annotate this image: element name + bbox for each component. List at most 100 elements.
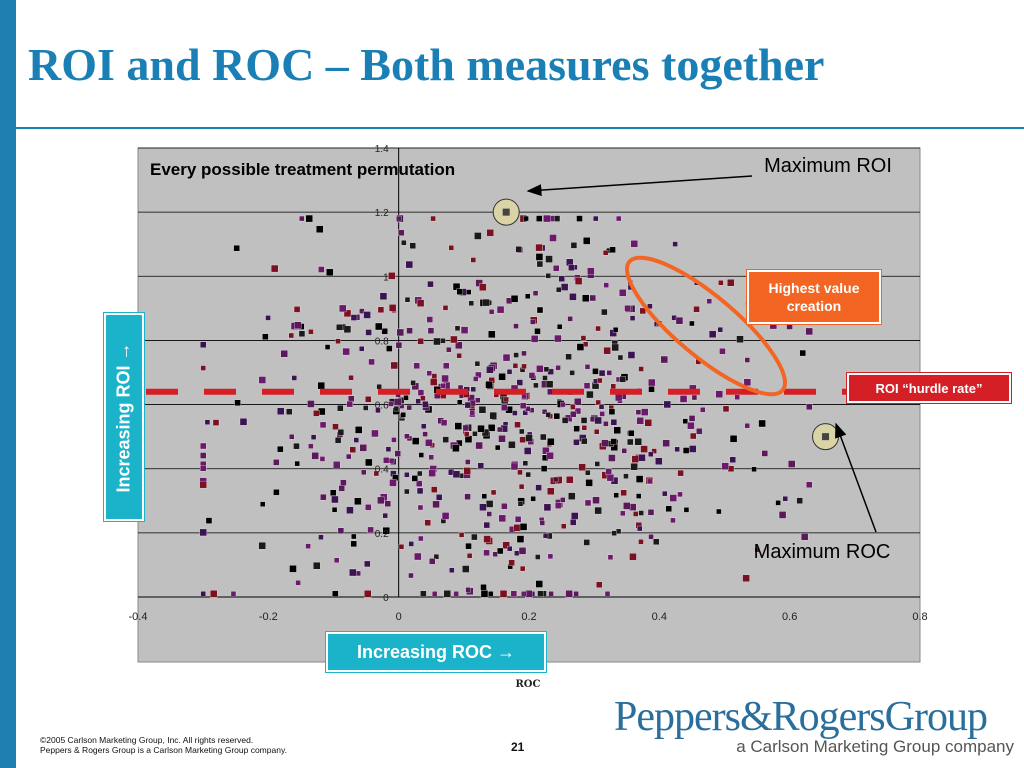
scatter-point — [715, 390, 723, 398]
scatter-point — [464, 493, 471, 500]
scatter-point — [696, 428, 703, 435]
scatter-point — [599, 411, 605, 417]
scatter-point — [521, 591, 527, 597]
scatter-point — [415, 480, 423, 487]
scatter-point — [648, 378, 656, 387]
footer-line-1: ©2005 Carlson Marketing Group, Inc. All … — [40, 735, 254, 745]
scatter-point — [342, 347, 350, 356]
scatter-point — [482, 298, 490, 307]
scatter-point — [388, 457, 395, 464]
scatter-point — [677, 469, 684, 477]
scatter-point — [452, 470, 461, 478]
scatter-point — [472, 431, 478, 437]
scatter-point — [734, 394, 740, 400]
scatter-point — [604, 591, 611, 597]
scatter-point — [548, 591, 554, 597]
scatter-point — [348, 375, 354, 381]
scatter-point — [522, 460, 529, 466]
scatter-point — [466, 553, 473, 559]
scatter-point — [543, 366, 550, 373]
scatter-point — [471, 533, 478, 541]
scatter-point — [320, 493, 327, 501]
scatter-point — [648, 451, 654, 457]
scatter-point — [558, 275, 565, 282]
scatter-point — [721, 462, 729, 470]
scatter-point — [636, 417, 644, 425]
scatter-point — [775, 500, 781, 506]
scatter-point — [517, 501, 524, 507]
scatter-point — [258, 376, 267, 384]
scatter-point — [496, 305, 505, 314]
scatter-point — [541, 409, 548, 415]
scatter-point — [525, 293, 531, 299]
scatter-point — [805, 327, 813, 336]
scatter-point — [663, 400, 672, 409]
scatter-point — [338, 485, 345, 492]
scatter-point — [708, 330, 717, 338]
scatter-point — [449, 567, 455, 573]
scatter-point — [662, 490, 668, 497]
scatter-point — [518, 483, 525, 490]
scatter-point — [479, 503, 487, 511]
scatter-point — [574, 277, 583, 285]
scatter-point — [443, 362, 450, 369]
scatter-point — [289, 565, 297, 573]
y-tick-label: 0.4 — [375, 465, 389, 476]
scatter-point — [521, 363, 527, 370]
scatter-point — [583, 237, 591, 245]
scatter-point — [535, 253, 544, 261]
scatter-point — [391, 437, 397, 443]
scatter-point — [508, 559, 515, 566]
scatter-point — [420, 590, 427, 597]
scatter-point — [204, 419, 211, 425]
scatter-point — [294, 321, 302, 329]
logo-wordmark: Peppers&RogersGroup — [614, 694, 988, 740]
scatter-point — [717, 326, 723, 333]
scatter-point — [435, 494, 443, 501]
scatter-point — [417, 338, 424, 345]
scatter-point — [413, 362, 420, 369]
scatter-point — [603, 421, 609, 427]
scatter-point — [452, 444, 460, 452]
scatter-point — [286, 408, 293, 415]
scatter-point — [454, 325, 461, 331]
scatter-point — [343, 309, 352, 318]
scatter-point — [799, 349, 806, 357]
scatter-point — [273, 489, 280, 496]
scatter-point — [331, 495, 339, 504]
scatter-point — [408, 541, 414, 547]
scatter-point — [326, 268, 334, 277]
scatter-point — [289, 434, 295, 440]
scatter-point — [396, 328, 404, 337]
scatter-point — [492, 551, 498, 557]
scatter-point — [489, 411, 497, 420]
scatter-point — [498, 373, 506, 381]
plot-area — [137, 147, 921, 663]
scatter-point — [474, 360, 481, 367]
scatter-point — [594, 416, 602, 425]
scatter-point — [377, 496, 385, 505]
scatter-point — [488, 330, 496, 338]
scatter-point — [566, 476, 574, 484]
scatter-point — [653, 538, 660, 545]
scatter-point — [534, 328, 541, 335]
scatter-point — [410, 380, 416, 386]
scatter-point — [683, 507, 690, 513]
scatter-point — [418, 535, 424, 542]
scatter-point — [532, 290, 539, 296]
scatter-point — [393, 405, 400, 412]
scatter-point — [546, 452, 554, 460]
scatter-point — [644, 419, 652, 427]
scatter-point — [744, 423, 750, 429]
scatter-point — [647, 509, 655, 516]
scatter-point — [689, 445, 697, 453]
scatter-point — [424, 519, 431, 526]
scatter-point — [542, 532, 549, 539]
scatter-point — [421, 423, 427, 429]
scatter-point — [409, 242, 416, 249]
scatter-point — [727, 279, 735, 287]
scatter-point — [598, 404, 605, 410]
y-tick-labels: 0 0.2 0.4 0.6 0.8 1 1.2 1.4 — [375, 144, 389, 604]
scatter-point — [394, 450, 401, 457]
